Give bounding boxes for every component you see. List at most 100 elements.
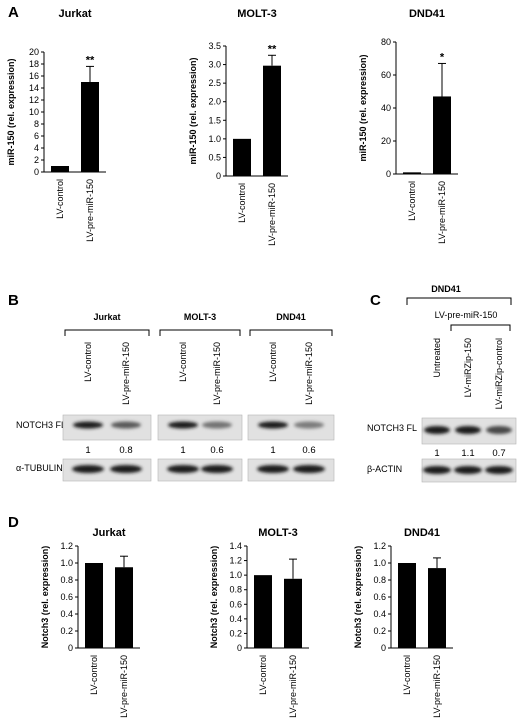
y-tick-label: 1.0 <box>229 570 242 580</box>
chart-title: MOLT-3 <box>237 8 277 20</box>
blot-b-target-strip <box>157 414 243 441</box>
bar-chart-1: MOLT-3 miR-150 (rel. expression) 0 0.5 1.0 1.… <box>188 8 288 246</box>
blot-b-loading-strip <box>62 458 152 482</box>
blot-b-quant-value: 0.8 <box>119 445 132 456</box>
blot-b-quant-value: 1 <box>270 445 275 456</box>
bar-chart-4: MOLT-3 Notch3 (rel. expression) 0 0.2 0.4 0.6… <box>209 527 309 718</box>
blot-b-quant-value: 1 <box>85 445 90 456</box>
y-tick-label: 80 <box>381 37 391 47</box>
blot-b-quant-value: 1 <box>180 445 185 456</box>
y-tick-label: 16 <box>29 71 39 81</box>
y-tick-label: 0 <box>34 167 39 177</box>
y-tick-label: 3.5 <box>208 41 221 51</box>
bar-chart-0: Jurkat miR-150 (rel. expression) 0 2 4 6 8 10 12… <box>6 8 106 242</box>
blot-b-target-band <box>258 421 288 429</box>
y-tick-label: 0.2 <box>60 626 73 636</box>
y-tick-label: 0.5 <box>208 152 221 162</box>
y-tick-label: 20 <box>29 47 39 57</box>
y-tick-label: 0.4 <box>229 614 242 624</box>
blot-c-target-label: NOTCH3 FL <box>367 423 417 433</box>
bar <box>398 563 416 648</box>
x-category-label: LV-control <box>89 655 99 695</box>
panel-letter-b: B <box>8 292 19 309</box>
blot-c-loading-band <box>423 466 451 474</box>
x-category-label: LV-pre-miR-150 <box>119 655 129 718</box>
blot-c-quant-value: 0.7 <box>492 448 505 459</box>
y-tick-label: 2.5 <box>208 78 221 88</box>
bar <box>51 166 69 172</box>
y-tick-label: 0.8 <box>373 575 386 585</box>
y-tick-label: 0.6 <box>60 592 73 602</box>
y-tick-label: 1.5 <box>208 115 221 125</box>
blot-b-lane-label: LV-pre-miR-150 <box>121 342 131 405</box>
bar <box>284 578 302 648</box>
y-tick-label: 0 <box>68 643 73 653</box>
blot-b-loading-band <box>167 465 199 473</box>
western-blot-b: NOTCH3 FL α-TUBULIN Jurkat LV-control LV-p… <box>16 312 335 482</box>
blot-b-loading-band <box>201 465 233 473</box>
x-category-label: LV-pre-miR-150 <box>432 655 442 718</box>
y-tick-label: 1.0 <box>373 558 386 568</box>
bar-chart-3: Jurkat Notch3 (rel. expression) 0 0.2 0.4 0.6… <box>40 527 140 718</box>
western-blot-c: DND41 LV-pre-miR-150 NOTCH3 FL β-ACTIN U… <box>367 284 517 483</box>
y-tick-label: 18 <box>29 59 39 69</box>
blot-b-target-band <box>73 421 103 429</box>
y-axis-label: Notch3 (rel. expression) <box>40 546 50 649</box>
y-tick-label: 1.0 <box>60 558 73 568</box>
y-tick-label: 0.2 <box>229 628 242 638</box>
y-tick-label: 8 <box>34 119 39 129</box>
bar <box>254 575 272 648</box>
x-category-label: LV-control <box>407 181 417 221</box>
panel-letter-a: A <box>8 4 19 21</box>
y-tick-label: 3.0 <box>208 60 221 70</box>
blot-b-quant-value: 0.6 <box>302 445 315 456</box>
blot-b-target-label: NOTCH3 FL <box>16 420 66 430</box>
blot-b-group-bracket <box>249 329 333 336</box>
bar-chart-5: DND41 Notch3 (rel. expression) 0 0.2 0.4 0.6 0… <box>353 527 453 718</box>
y-axis-label: miR-150 (rel. expression) <box>358 54 368 161</box>
y-tick-label: 0.4 <box>60 609 73 619</box>
bar <box>403 172 421 174</box>
blot-b-group-bracket <box>159 329 241 336</box>
blot-c-lane-label: Untreated <box>432 338 442 378</box>
y-tick-label: 1.0 <box>208 134 221 144</box>
blot-c-subgroup-bracket <box>450 324 511 331</box>
chart-title: DND41 <box>409 8 445 20</box>
significance-marker: ** <box>86 54 95 66</box>
blot-c-loading-band <box>485 466 513 474</box>
blot-c-group-label: DND41 <box>431 284 461 294</box>
blot-c-loading-label: β-ACTIN <box>367 464 402 474</box>
x-category-label: LV-pre-miR-150 <box>288 655 298 718</box>
bar <box>115 567 133 648</box>
y-tick-label: 40 <box>381 103 391 113</box>
blot-b-lane-label: LV-pre-miR-150 <box>304 342 314 405</box>
y-tick-label: 14 <box>29 83 39 93</box>
x-category-label: LV-control <box>402 655 412 695</box>
blot-b-target-band <box>168 421 198 429</box>
y-tick-label: 20 <box>381 136 391 146</box>
y-axis-label: Notch3 (rel. expression) <box>209 546 219 649</box>
blot-b-group-bracket <box>64 329 150 336</box>
blot-b-target-band <box>111 421 141 429</box>
blot-b-target-band <box>294 421 324 429</box>
bar <box>433 96 451 174</box>
bar <box>263 65 281 176</box>
bar <box>233 138 251 176</box>
y-tick-label: 2 <box>34 155 39 165</box>
chart-title: DND41 <box>404 527 440 539</box>
y-tick-label: 1.2 <box>60 541 73 551</box>
panel-letter-d: D <box>8 514 19 531</box>
y-axis-label: miR-150 (rel. expression) <box>188 57 198 164</box>
y-tick-label: 0 <box>237 643 242 653</box>
y-tick-label: 0.8 <box>229 585 242 595</box>
blot-b-loading-band <box>293 465 325 473</box>
y-tick-label: 0.2 <box>373 626 386 636</box>
blot-b-group-label: MOLT-3 <box>184 312 216 322</box>
x-category-label: LV-pre-miR-150 <box>267 183 277 246</box>
blot-b-lane-label: LV-control <box>83 342 93 382</box>
blot-b-lane-label: LV-control <box>268 342 278 382</box>
bar <box>85 563 103 648</box>
bar-chart-2: DND41 miR-150 (rel. expression) 0 20 40 60 80 L… <box>358 8 458 244</box>
